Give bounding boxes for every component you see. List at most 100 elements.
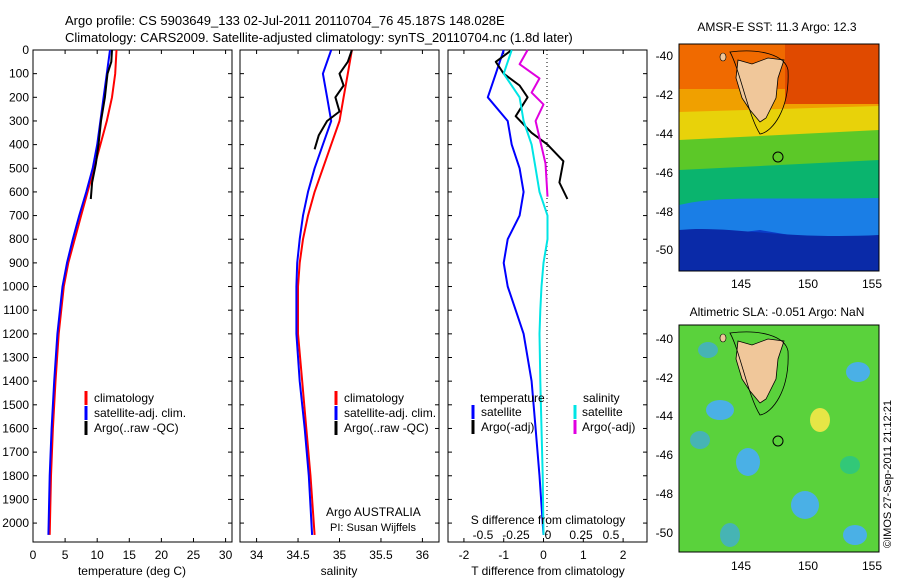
x-tick-label: 20 bbox=[155, 548, 169, 562]
depth-tick-label: 1700 bbox=[2, 445, 29, 459]
salinity-y-ticks bbox=[240, 49, 439, 524]
x-tick-label: 0 bbox=[30, 548, 37, 562]
series-line-argo-raw-qc bbox=[313, 49, 353, 150]
lat-tick-label: -48 bbox=[656, 487, 674, 501]
legend-label-climatology: climatology bbox=[94, 391, 154, 405]
sst-map-frame bbox=[678, 43, 880, 272]
series-line-salinity-argo-adj bbox=[518, 49, 549, 197]
depth-tick-label: 1300 bbox=[2, 351, 29, 365]
depth-tick-label: 2000 bbox=[2, 516, 29, 530]
sla-map-panel: Altimetric SLA: -0.051 Argo: NaN -40 -42… bbox=[656, 305, 883, 573]
salinity-axes-frame bbox=[239, 49, 440, 543]
legend-label-climatology: climatology bbox=[344, 391, 404, 405]
x-tick-label: -1 bbox=[498, 548, 509, 562]
depth-tick-label: 1600 bbox=[2, 421, 29, 435]
series-line-climatology bbox=[297, 49, 353, 535]
depth-tick-label: 900 bbox=[9, 256, 29, 270]
legend-label-satellite: satellite-adj. clim. bbox=[94, 406, 186, 420]
depth-tick-label: 200 bbox=[9, 90, 29, 104]
sst-map-panel: AMSR-E SST: 11.3 Argo: 12.3 -40 -42 -44 … bbox=[656, 20, 883, 291]
lon-tick-label: 145 bbox=[731, 559, 751, 573]
difference-panel: -2 -1 0 1 2 S difference from climatology -0… bbox=[447, 49, 648, 578]
x-tick-label: -2 bbox=[459, 548, 470, 562]
argo-program-label: Argo AUSTRALIA bbox=[326, 505, 421, 519]
difference-series bbox=[486, 49, 569, 535]
legend-title-temperature: temperature bbox=[480, 391, 545, 405]
depth-tick-label: 700 bbox=[9, 209, 29, 223]
legend-label-argo: Argo(..raw -QC) bbox=[94, 421, 179, 435]
credit-label: ©IMOS 27-Sep-2011 21:12:21 bbox=[882, 400, 894, 548]
x-tick-label: 36 bbox=[416, 548, 430, 562]
depth-tick-label: 1800 bbox=[2, 469, 29, 483]
depth-tick-label: 400 bbox=[9, 138, 29, 152]
sst-map-image bbox=[679, 44, 879, 271]
difference-top-xlabel: S difference from climatology bbox=[471, 513, 626, 527]
top-tick-label: 0.25 bbox=[569, 528, 593, 542]
salinity-xlabel: salinity bbox=[321, 564, 358, 578]
temperature-series bbox=[47, 49, 118, 535]
salinity-x-axis: 34 34.5 35 35.5 36 bbox=[250, 50, 430, 562]
lat-tick-label: -48 bbox=[656, 205, 674, 219]
difference-legend: temperature salinity satellite Argo(-adj… bbox=[471, 391, 635, 434]
series-line-salinity-satellite bbox=[502, 49, 549, 535]
lat-tick-label: -40 bbox=[656, 49, 674, 63]
top-tick-label: 0 bbox=[545, 528, 552, 542]
salinity-panel: 34 34.5 35 35.5 36 salinity climatology sate… bbox=[239, 49, 440, 578]
difference-xlabel: T difference from climatology bbox=[471, 564, 625, 578]
depth-tick-label: 0 bbox=[22, 43, 29, 57]
depth-tick-label: 100 bbox=[9, 67, 29, 81]
depth-tick-label: 1400 bbox=[2, 374, 29, 388]
lon-tick-label: 155 bbox=[862, 277, 882, 291]
lat-tick-label: -44 bbox=[656, 127, 674, 141]
difference-axes-frame bbox=[447, 49, 648, 543]
temperature-x-axis: 0 5 10 15 20 25 30 bbox=[30, 50, 233, 562]
temperature-panel: 0100200300400500600700800900100011001200… bbox=[2, 43, 232, 578]
sst-map-x-axis: 145 150 155 bbox=[731, 277, 882, 291]
x-tick-label: 34.5 bbox=[286, 548, 310, 562]
argo-float-marker bbox=[772, 151, 784, 163]
x-tick-label: 35.5 bbox=[369, 548, 393, 562]
lat-tick-label: -50 bbox=[656, 243, 674, 257]
x-tick-label: 30 bbox=[219, 548, 233, 562]
header-line-1: Argo profile: CS 5903649_133 02-Jul-2011… bbox=[65, 13, 505, 28]
legend-label-argo: Argo(..raw -QC) bbox=[344, 421, 429, 435]
x-tick-label: 5 bbox=[62, 548, 69, 562]
argo-pi-label: PI: Susan Wijffels bbox=[330, 522, 416, 534]
x-tick-label: 2 bbox=[620, 548, 627, 562]
legend-label-satellite: satellite-adj. clim. bbox=[344, 406, 436, 420]
lat-tick-label: -50 bbox=[656, 526, 674, 540]
temperature-legend: climatology satellite-adj. clim. Argo(..… bbox=[84, 391, 186, 435]
depth-tick-label: 1900 bbox=[2, 492, 29, 506]
lat-tick-label: -42 bbox=[656, 371, 674, 385]
depth-tick-label: 1000 bbox=[2, 280, 29, 294]
sst-map-title: AMSR-E SST: 11.3 Argo: 12.3 bbox=[697, 20, 857, 34]
x-tick-label: 15 bbox=[123, 548, 137, 562]
x-tick-label: 10 bbox=[91, 548, 105, 562]
top-tick-label: -0.5 bbox=[473, 528, 494, 542]
depth-axis: 0 100 200 300 400 500 600 700 800 900 1000 1100 1200… bbox=[2, 43, 232, 530]
legend-title-salinity: salinity bbox=[583, 391, 620, 405]
lat-tick-label: -40 bbox=[656, 332, 674, 346]
top-tick-label: -0.25 bbox=[502, 528, 530, 542]
lat-tick-label: -44 bbox=[656, 409, 674, 423]
x-tick-label: 34 bbox=[250, 548, 264, 562]
header-line-2: Climatology: CARS2009. Satellite-adjuste… bbox=[65, 30, 573, 45]
depth-tick-label: 1500 bbox=[2, 398, 29, 412]
sla-map-y-axis: -40 -42 -44 -46 -48 -50 bbox=[656, 332, 674, 540]
depth-tick-label: 500 bbox=[9, 161, 29, 175]
series-line-climatology bbox=[48, 49, 118, 535]
depth-tick-label: 300 bbox=[9, 114, 29, 128]
temperature-xlabel: temperature (deg C) bbox=[78, 564, 186, 578]
legend-label-t-satellite: satellite bbox=[481, 405, 522, 419]
lon-tick-label: 155 bbox=[862, 559, 882, 573]
depth-tick-label: 800 bbox=[9, 232, 29, 246]
lat-tick-label: -46 bbox=[656, 448, 674, 462]
x-tick-label: 35 bbox=[333, 548, 347, 562]
lon-tick-label: 145 bbox=[731, 277, 751, 291]
depth-tick-label: 1100 bbox=[3, 303, 29, 317]
lon-tick-label: 150 bbox=[798, 559, 818, 573]
x-tick-label: 0 bbox=[540, 548, 547, 562]
legend-label-t-argo: Argo(-adj) bbox=[481, 420, 534, 434]
argo-float-marker bbox=[772, 435, 784, 447]
salinity-series bbox=[295, 49, 353, 535]
